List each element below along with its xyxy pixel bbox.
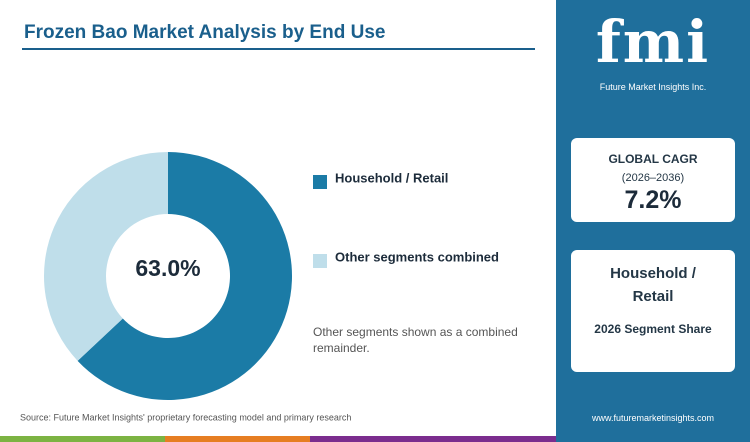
logo: fmi xyxy=(595,8,711,76)
donut-slice xyxy=(77,152,293,400)
logo-tagline: Future Market Insights Inc. xyxy=(599,82,707,92)
strip xyxy=(165,436,310,442)
sidebar: fmi Future Market Insights Inc. GLOBAL C… xyxy=(556,0,750,442)
card-title: Household / Retail xyxy=(610,265,696,305)
url: www.futuremarketinsights.com xyxy=(591,413,715,423)
chart: Frozen Bao Market Analysis by End Use So… xyxy=(0,22,556,442)
note: Other segments shown as a combined remai… xyxy=(313,325,518,355)
center-label: 63.0% xyxy=(135,255,200,281)
chart-title: Frozen Bao Market Analysis by End Use xyxy=(24,22,385,43)
legend-label: Household / Retail xyxy=(335,170,448,185)
strip xyxy=(0,436,165,442)
cagr-card: GLOBAL CAGR (2026–2036) 7.2% xyxy=(571,138,735,222)
strip xyxy=(310,436,556,442)
source: Source: Future Market Insights' propriet… xyxy=(20,412,351,422)
card-title: GLOBAL CAGR xyxy=(608,152,698,166)
donut-slice xyxy=(43,152,169,361)
legend-swatch xyxy=(313,175,327,189)
legend-swatch xyxy=(313,254,327,268)
card-value: 7.2% xyxy=(624,186,682,214)
legend-label: Other segments combined xyxy=(335,249,499,264)
card-subtitle: 2026 Segment Share xyxy=(594,322,712,336)
card-subtitle: (2026–2036) xyxy=(621,172,685,184)
segment-card: Household / Retail 2026 Segment Share xyxy=(571,250,735,372)
